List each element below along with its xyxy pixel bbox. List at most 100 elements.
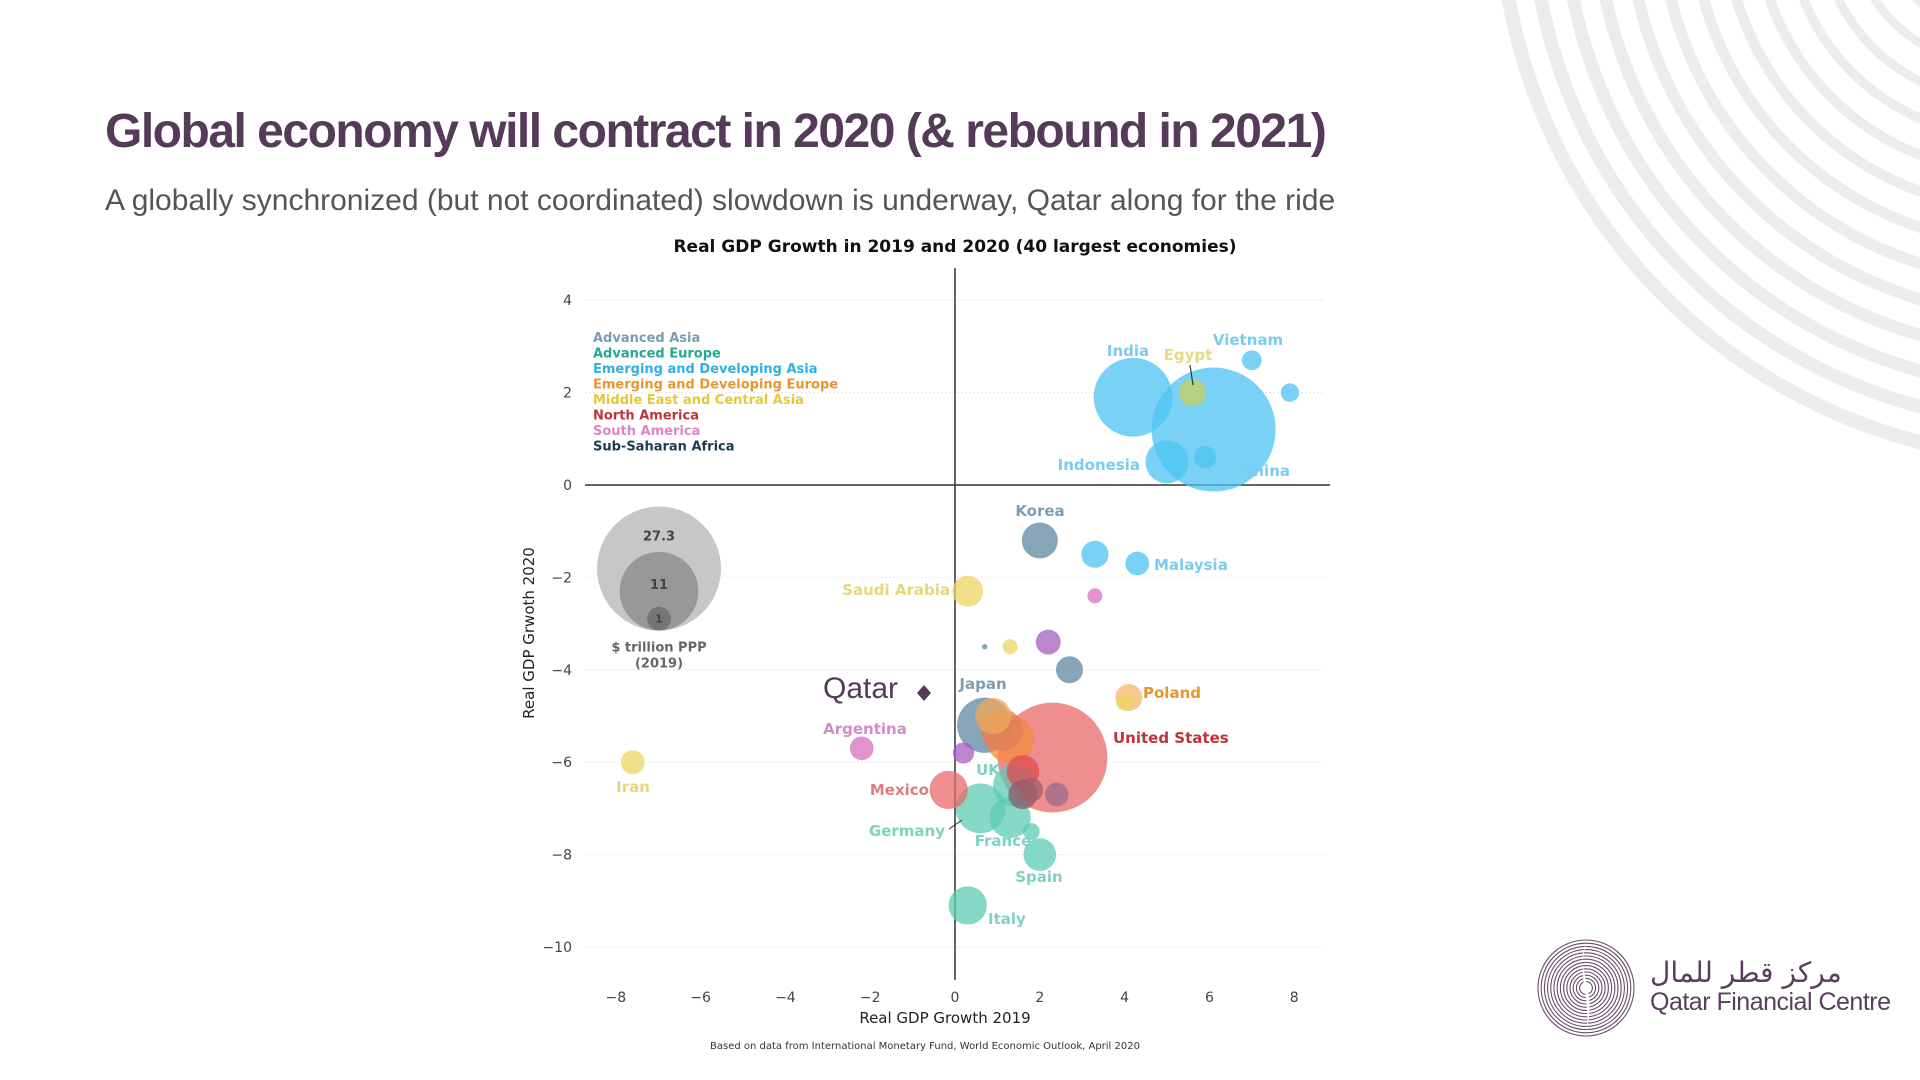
size-legend-value: 1 — [655, 613, 663, 626]
bubble-egypt[interactable] — [1178, 379, 1206, 407]
y-tick-label: 2 — [563, 386, 572, 402]
logo-ring — [1563, 965, 1609, 1011]
bubble-spain[interactable] — [1023, 838, 1057, 871]
slide-subtitle: A globally synchronized (but not coordin… — [105, 184, 1336, 217]
bubble-south-africa[interactable] — [952, 742, 975, 764]
qfc-logo-emblem — [1537, 939, 1635, 1037]
size-legend-circle — [647, 606, 671, 631]
y-tick-label: −10 — [542, 940, 572, 956]
logo-ring — [1559, 961, 1613, 1015]
bubble-argentina[interactable] — [849, 736, 874, 761]
point-label: Vietnam — [1213, 331, 1283, 349]
bubble-indonesia[interactable] — [1145, 440, 1189, 484]
y-tick-label: 4 — [563, 293, 572, 309]
logo-ring — [1569, 971, 1603, 1005]
x-axis-label: Real GDP Growth 2019 — [859, 1009, 1030, 1027]
x-tick-label: 4 — [1120, 990, 1129, 1006]
legend-entry: South America — [593, 424, 700, 439]
x-tick-label: 6 — [1205, 990, 1214, 1006]
bubble-italy[interactable] — [948, 886, 987, 925]
bubble-philippines[interactable] — [1193, 446, 1217, 469]
y-tick-label: −2 — [551, 570, 572, 586]
point-label: Indonesia — [1058, 456, 1140, 474]
bubble-australia[interactable] — [1055, 656, 1084, 684]
point-label: Mexico — [870, 781, 929, 799]
logo-ring — [1537, 939, 1635, 1037]
bubble-austria[interactable] — [1022, 823, 1040, 840]
legend-entry: Emerging and Developing Europe — [593, 378, 838, 393]
y-axis-label: Real GDP Grwoth 2020 — [520, 547, 538, 719]
logo-english-text: Qatar Financial Centre — [1650, 988, 1891, 1016]
slide-title: Global economy will contract in 2020 (& … — [105, 105, 1327, 158]
bubble-iran[interactable] — [620, 750, 645, 775]
x-tick-label: 2 — [1035, 990, 1044, 1006]
x-tick-label: 8 — [1290, 990, 1299, 1006]
point-label: China — [1242, 462, 1290, 480]
logo-swirl — [1582, 944, 1590, 1032]
logo-ring — [1550, 952, 1622, 1024]
x-tick-label: −8 — [605, 990, 626, 1006]
bubble-colombia[interactable] — [1087, 588, 1103, 604]
egypt-leader-line — [1189, 364, 1194, 386]
bubble-mexico[interactable] — [929, 770, 968, 810]
x-tick-label: 0 — [951, 990, 960, 1006]
bubble-thailand[interactable] — [1081, 540, 1109, 568]
y-tick-label: −6 — [551, 755, 572, 771]
bubble-malaysia[interactable] — [1125, 551, 1150, 576]
point-label: United States — [1113, 729, 1229, 747]
logo-ring — [1540, 942, 1632, 1034]
source-note: Based on data from International Monetar… — [710, 1041, 1140, 1052]
chart-title: Real GDP Growth in 2019 and 2020 (40 lar… — [673, 237, 1236, 257]
legend-entry: North America — [593, 409, 699, 424]
bubble-bangladesh[interactable] — [1280, 383, 1300, 402]
point-label: Italy — [988, 910, 1026, 928]
bubble-sub-saharan-small[interactable] — [982, 644, 988, 650]
point-label: Japan — [958, 675, 1006, 693]
legend-entry: Middle East and Central Asia — [593, 393, 804, 408]
bubble-iraq[interactable] — [1002, 639, 1018, 655]
bubble-vietnam[interactable] — [1241, 350, 1262, 371]
point-label: Poland — [1143, 684, 1201, 702]
bubble-turkey[interactable] — [975, 698, 1012, 734]
logo-ring — [1547, 949, 1625, 1027]
point-label: Egypt — [1164, 346, 1213, 364]
size-legend-value: 11 — [650, 578, 668, 593]
bubble-switzerland[interactable] — [1044, 782, 1069, 807]
bubble-korea[interactable] — [1021, 522, 1058, 559]
bubble-kazakhstan[interactable] — [1116, 693, 1133, 711]
x-tick-label: −2 — [860, 990, 881, 1006]
point-label: Malaysia — [1154, 556, 1228, 574]
logo-ring — [1543, 945, 1629, 1031]
qatar-label: Qatar — [823, 672, 898, 705]
bubble-nigeria[interactable] — [1035, 629, 1061, 655]
x-tick-label: −4 — [775, 990, 796, 1006]
logo-arabic-text: مركز قطر للمال — [1650, 956, 1842, 989]
logo-ring — [1566, 968, 1606, 1008]
bubble-netherlands[interactable] — [1019, 778, 1044, 802]
point-label: UK — [976, 761, 1001, 779]
bubble-saudi-arabia[interactable] — [952, 575, 984, 607]
point-label: Germany — [869, 822, 945, 840]
germany-leader-line — [948, 819, 963, 830]
size-legend-circle — [619, 551, 699, 631]
legend-entry: Advanced Asia — [593, 331, 700, 346]
bubbles — [620, 350, 1300, 925]
x-tick-labels: −8 −6 −4 −2 0 2 4 6 8 — [605, 990, 1298, 1006]
size-legend-value: 27.3 — [643, 530, 675, 545]
point-label: France — [975, 832, 1032, 850]
size-legend-caption: $ trillion PPP — [611, 641, 706, 656]
bubble-india[interactable] — [1093, 357, 1173, 437]
logo-ring — [1553, 955, 1619, 1021]
logo-ring — [1572, 974, 1600, 1002]
y-tick-label: −4 — [551, 663, 572, 679]
point-label: Korea — [1015, 502, 1064, 520]
y-tick-label: 0 — [563, 478, 572, 494]
size-legend-caption-year: (2019) — [635, 657, 683, 672]
qatar-diamond-marker[interactable] — [917, 685, 931, 701]
point-label: Argentina — [823, 720, 907, 738]
y-tick-label: −8 — [551, 848, 572, 864]
